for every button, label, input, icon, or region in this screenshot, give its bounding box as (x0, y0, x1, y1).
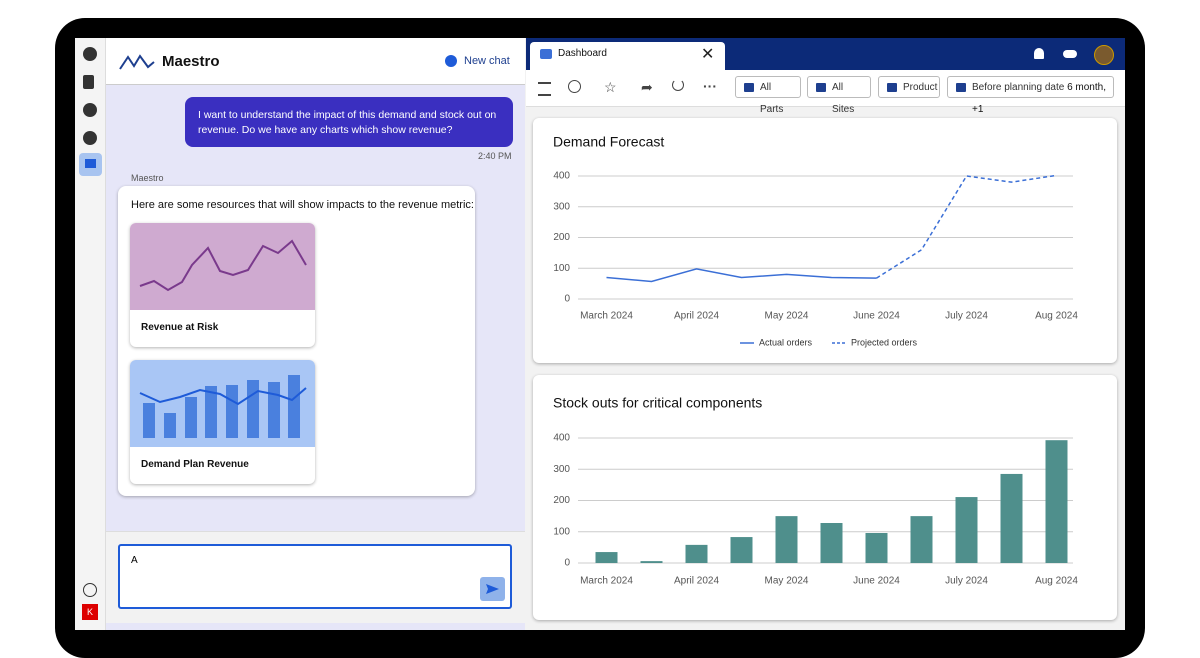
x-tick-label: Aug 2024 (1035, 576, 1078, 587)
x-tick-label: May 2024 (765, 576, 809, 587)
legend-label: Projected orders (851, 337, 918, 347)
page: K Maestro New chat I want to understand … (55, 18, 1145, 658)
x-tick-label: March 2024 (580, 576, 633, 587)
x-tick-label: April 2024 (674, 576, 719, 587)
bar (640, 561, 663, 563)
share-button[interactable]: ➦ (641, 79, 653, 95)
date-filter[interactable]: Before planning date 6 month, +1 (947, 76, 1114, 115)
card-title: Revenue at Risk (141, 322, 219, 333)
bar (775, 516, 798, 563)
settings-icon[interactable] (538, 82, 551, 96)
chat-icon-active[interactable] (79, 153, 102, 176)
send-button[interactable] (480, 577, 505, 601)
tab-icon (540, 49, 552, 59)
people-icon[interactable] (1063, 50, 1077, 58)
chart: Demand Forecast 0 100 200 300 400 March 2024 Ap… (553, 134, 1078, 348)
bar (595, 552, 618, 563)
sender-name: Maestro (131, 173, 164, 183)
date-filter-label: Before planning date (972, 82, 1065, 93)
filter-chip[interactable]: All Parts (735, 76, 801, 115)
chat-input[interactable]: A (118, 544, 512, 609)
y-tick-label: 0 (564, 294, 570, 305)
bar (1045, 440, 1068, 563)
logo-badge: K (82, 604, 98, 620)
resource-card[interactable]: Revenue at Risk (130, 223, 315, 347)
y-tick-label: 400 (553, 171, 570, 182)
x-tick-label: June 2024 (853, 576, 900, 587)
bar (730, 537, 753, 563)
help-icon[interactable] (83, 583, 97, 597)
x-tick-label: July 2024 (945, 576, 988, 587)
bar (865, 533, 888, 563)
chart-title: Demand Forecast (553, 134, 664, 150)
notifications-icon[interactable] (1034, 48, 1044, 59)
card-thumbnail (130, 223, 315, 310)
legend-label: Actual orders (759, 337, 813, 347)
bar (820, 523, 843, 563)
x-tick-label: March 2024 (580, 311, 633, 322)
date-filter-value: 6 month, +1 (972, 82, 1106, 115)
new-chat-icon[interactable] (445, 55, 457, 67)
close-tab[interactable]: ✕ (701, 46, 715, 63)
y-tick-label: 300 (553, 464, 570, 475)
y-tick-label: 0 (564, 558, 570, 569)
refresh-button[interactable] (672, 79, 684, 91)
x-tick-label: April 2024 (674, 311, 719, 322)
line-series (876, 174, 1057, 279)
chart-card: Demand Forecast 0 100 200 300 400 March 2024 Ap… (533, 118, 1117, 363)
chart-card: Stock outs for critical components 0 100 20… (533, 375, 1117, 620)
document-icon[interactable] (83, 75, 94, 89)
user-message: I want to understand the impact of this … (185, 97, 513, 147)
comment-icon[interactable] (83, 103, 97, 117)
bar (955, 497, 978, 563)
line-series (606, 268, 877, 283)
x-tick-label: Aug 2024 (1035, 311, 1078, 322)
new-chat-button[interactable]: New chat (464, 55, 510, 67)
filter-chip[interactable]: All Sites (807, 76, 871, 115)
bar (1000, 473, 1023, 563)
explore-icon[interactable] (83, 131, 97, 145)
y-tick-label: 300 (553, 201, 570, 212)
resource-card[interactable]: Demand Plan Revenue (130, 360, 315, 484)
filter-chip[interactable]: Product (878, 76, 940, 98)
message-time: 2:40 PM (478, 151, 512, 161)
bar (685, 544, 708, 563)
card-thumbnail (130, 360, 315, 447)
card-title: Demand Plan Revenue (141, 459, 249, 470)
y-tick-label: 100 (553, 526, 570, 537)
chart-title: Stock outs for critical components (553, 395, 762, 411)
x-tick-label: July 2024 (945, 311, 988, 322)
dashboard-tab[interactable] (530, 42, 725, 70)
app-name: Maestro (162, 53, 220, 70)
help-button[interactable] (568, 80, 581, 93)
y-tick-label: 200 (553, 232, 570, 243)
history-icon[interactable] (83, 47, 97, 61)
chart: Stock outs for critical components 0 100 20… (553, 395, 1078, 587)
x-tick-label: May 2024 (765, 311, 809, 322)
favorite-button[interactable]: ☆ (604, 79, 617, 95)
tab-title: Dashboard (558, 48, 607, 59)
y-tick-label: 100 (553, 263, 570, 274)
avatar[interactable] (1094, 45, 1114, 65)
y-tick-label: 400 (553, 433, 570, 444)
more-button[interactable]: ··· (703, 78, 717, 94)
maestro-logo (119, 54, 155, 70)
bar (910, 516, 933, 563)
x-tick-label: June 2024 (853, 311, 900, 322)
y-tick-label: 200 (553, 495, 570, 506)
reply-text: Here are some resources that will show i… (131, 199, 474, 211)
sidebar (75, 38, 106, 630)
